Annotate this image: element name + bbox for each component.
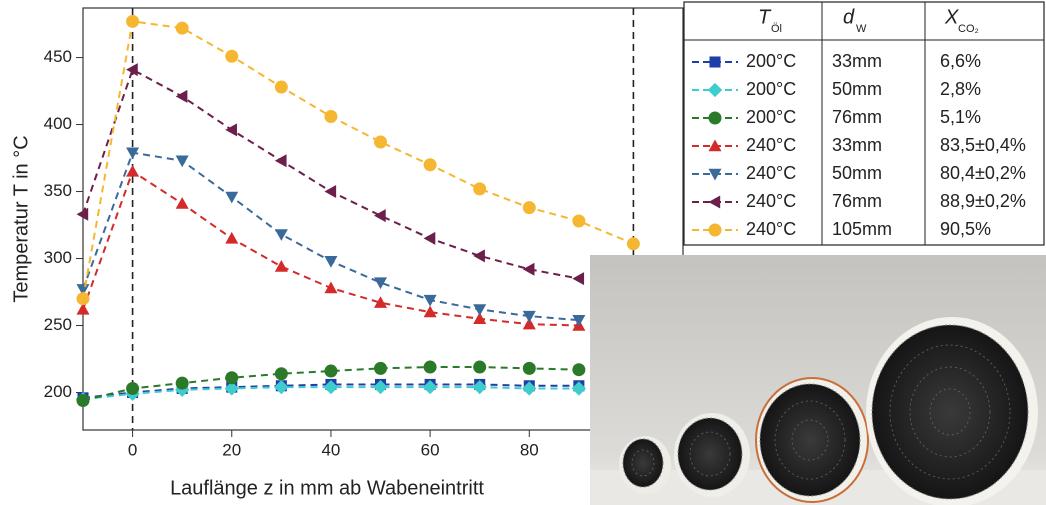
marker xyxy=(275,229,288,241)
series-line xyxy=(83,21,633,298)
header-subscript: Öl xyxy=(771,23,782,35)
x-tick-label: 20 xyxy=(222,440,241,459)
y-tick-label: 450 xyxy=(44,47,72,66)
marker xyxy=(627,237,640,250)
marker xyxy=(225,50,238,63)
marker xyxy=(176,197,189,209)
legend-conversion: 6,6% xyxy=(940,51,981,71)
marker xyxy=(473,361,486,374)
chart: 200 250 300 350 400 450 0 20 40 60 80 Temperatur T… xyxy=(0,0,1046,505)
legend-temperature: 240°C xyxy=(746,191,796,211)
legend-conversion: 90,5% xyxy=(940,219,991,239)
series-line xyxy=(83,70,579,279)
legend-conversion: 88,9±0,2% xyxy=(940,191,1026,211)
marker xyxy=(225,371,238,384)
marker xyxy=(424,361,437,374)
marker xyxy=(275,81,288,94)
x-tick-label: 0 xyxy=(128,440,137,459)
legend-marker xyxy=(709,224,722,237)
legend-marker xyxy=(709,112,722,125)
legend-diameter: 50mm xyxy=(832,163,882,183)
marker xyxy=(523,201,536,214)
legend-diameter: 105mm xyxy=(832,219,892,239)
x-tick-label: 60 xyxy=(421,440,440,459)
marker xyxy=(77,208,89,221)
marker xyxy=(424,158,437,171)
legend-diameter: 76mm xyxy=(832,107,882,127)
series-line xyxy=(83,153,579,320)
header-subscript: W xyxy=(856,23,867,35)
header-symbol: X xyxy=(944,6,959,28)
marker xyxy=(424,232,436,245)
legend-temperature: 200°C xyxy=(746,79,796,99)
marker xyxy=(572,215,585,228)
marker xyxy=(126,15,139,28)
marker xyxy=(374,209,386,222)
photo xyxy=(590,255,1046,505)
marker xyxy=(374,362,387,375)
legend-diameter: 33mm xyxy=(832,51,882,71)
marker xyxy=(324,256,337,268)
legend-conversion: 2,8% xyxy=(940,79,981,99)
legend-conversion: 83,5±0,4% xyxy=(940,135,1026,155)
legend-temperature: 200°C xyxy=(746,51,796,71)
marker xyxy=(572,363,585,376)
marker xyxy=(225,192,238,204)
legend-diameter: 76mm xyxy=(832,191,882,211)
marker xyxy=(572,272,584,285)
marker xyxy=(324,185,336,198)
legend-temperature: 200°C xyxy=(746,107,796,127)
x-tick-label: 40 xyxy=(321,440,340,459)
legend-diameter: 50mm xyxy=(832,79,882,99)
marker xyxy=(176,22,189,35)
marker xyxy=(176,90,188,103)
marker xyxy=(275,154,287,167)
marker xyxy=(473,249,485,262)
marker xyxy=(324,281,337,293)
legend-marker xyxy=(709,56,720,67)
marker xyxy=(324,110,337,123)
y-tick-label: 300 xyxy=(44,248,72,267)
marker xyxy=(225,123,237,136)
marker xyxy=(126,382,139,395)
marker xyxy=(275,367,288,380)
marker xyxy=(176,377,189,390)
marker xyxy=(473,304,486,316)
y-axis-label: Temperatur T in °C xyxy=(10,135,32,302)
marker xyxy=(225,232,238,244)
marker xyxy=(523,263,535,276)
x-axis-label: Lauflänge z in mm ab Wabeneintritt xyxy=(170,477,484,499)
header-symbol: T xyxy=(758,6,772,28)
legend-temperature: 240°C xyxy=(746,163,796,183)
header-subscript: CO₂ xyxy=(958,23,979,35)
marker xyxy=(275,260,288,272)
y-tick-label: 400 xyxy=(44,114,72,133)
legend-temperature: 240°C xyxy=(746,219,796,239)
marker xyxy=(77,394,90,407)
header-symbol: d xyxy=(843,6,855,28)
marker xyxy=(374,135,387,148)
y-tick-label: 250 xyxy=(44,315,72,334)
marker xyxy=(324,365,337,378)
legend-table: TÖl dW XCO₂ 200°C 33mm 6,6% 200°C 50mm 2,8% 200°C… xyxy=(684,2,1044,245)
marker xyxy=(176,156,189,168)
y-tick-label: 350 xyxy=(44,181,72,200)
legend-temperature: 240°C xyxy=(746,135,796,155)
marker xyxy=(473,182,486,195)
x-tick-label: 80 xyxy=(520,440,539,459)
page: 200 250 300 350 400 450 0 20 40 60 80 Temperatur T… xyxy=(0,0,1046,505)
legend-conversion: 5,1% xyxy=(940,107,981,127)
legend-conversion: 80,4±0,2% xyxy=(940,163,1026,183)
marker xyxy=(523,362,536,375)
legend-diameter: 33mm xyxy=(832,135,882,155)
y-tick-label: 200 xyxy=(44,382,72,401)
marker xyxy=(523,311,536,323)
marker xyxy=(77,292,90,305)
marker xyxy=(126,165,139,177)
